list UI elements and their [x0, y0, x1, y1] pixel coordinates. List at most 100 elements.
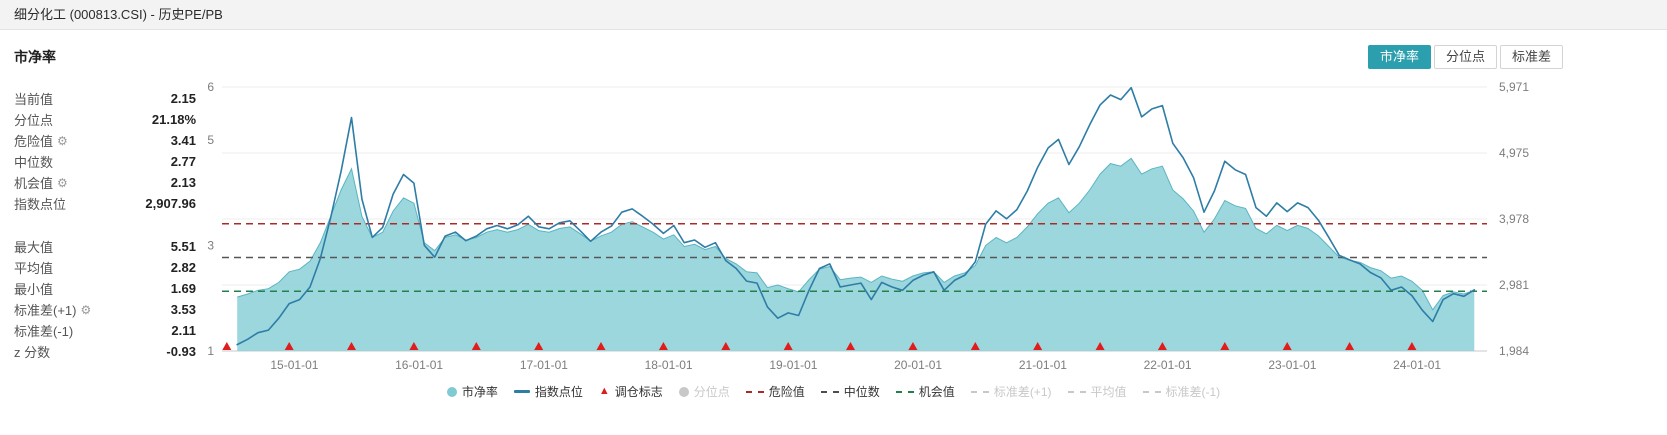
- section-title: 市净率: [14, 49, 56, 65]
- stat-row: 机会值 ⚙ 2.13: [14, 172, 196, 193]
- legend-label: 标准差(-1): [1165, 385, 1221, 399]
- stat-row: 中位数 2.77: [14, 151, 196, 172]
- rebalance-marker-icon: [1282, 342, 1292, 350]
- legend-marker-std-minus1: [1142, 390, 1161, 393]
- legend-marker-rebalance-icon: ▲: [598, 385, 610, 397]
- legend-item-rebalance[interactable]: ▲ 调仓标志: [599, 383, 663, 400]
- legend-label: 标准差(+1): [993, 385, 1052, 399]
- stat-row: 最大值 5.51: [14, 236, 196, 257]
- gear-icon[interactable]: ⚙: [57, 133, 68, 148]
- stat-row: 指数点位 2,907.96: [14, 193, 196, 214]
- legend-label: 指数点位: [534, 385, 583, 399]
- x-axis-tick: 15-01-01: [270, 358, 318, 372]
- legend-marker-std-plus1: [970, 390, 989, 393]
- legend-item-std-plus1[interactable]: 标准差(+1): [970, 383, 1052, 400]
- stat-label: 机会值: [14, 176, 54, 191]
- y-axis-tick-left: 3: [207, 238, 214, 252]
- pb-history-chart[interactable]: 6 5 3 1 5,971 4,975 3,978 2,981 1,984 15-01-01 16-…: [192, 80, 1552, 380]
- y-axis-tick-right: 5,971: [1499, 80, 1529, 94]
- x-axis-tick: 18-01-01: [645, 358, 693, 372]
- stat-label: 指数点位: [14, 197, 67, 212]
- legend-item-percentile[interactable]: 分位点: [678, 383, 730, 400]
- rebalance-marker-icon: [1220, 342, 1230, 350]
- legend-label: 机会值: [918, 385, 955, 399]
- stat-value: 2.11: [171, 323, 196, 338]
- gear-icon[interactable]: ⚙: [57, 175, 68, 190]
- stat-value: -0.93: [166, 344, 196, 359]
- rebalance-marker-icon: [534, 342, 544, 350]
- rebalance-marker-icon: [284, 342, 294, 350]
- legend-marker-opportunity: [895, 390, 914, 393]
- stat-row: 标准差(+1) ⚙ 3.53: [14, 299, 196, 320]
- legend-marker-pb: [446, 386, 457, 397]
- chart-area[interactable]: 6 5 3 1 5,971 4,975 3,978 2,981 1,984 15-01-01 16-…: [192, 80, 1552, 380]
- stat-label: 当前值: [14, 92, 54, 107]
- rebalance-marker-icon: [970, 342, 980, 350]
- legend-marker-percentile: [678, 386, 689, 397]
- stat-label: 危险值: [14, 134, 54, 149]
- rebalance-marker-icon: [1095, 342, 1105, 350]
- stat-row: 标准差(-1) 2.11: [14, 320, 196, 341]
- legend-item-pb[interactable]: 市净率: [446, 383, 498, 400]
- stats-group-secondary: 最大值 5.51 平均值 2.82 最小值 1.69 标准差(+1) ⚙ 3.53 标准差(-1)…: [14, 236, 196, 362]
- y-axis-tick-right: 4,975: [1499, 146, 1529, 160]
- y-axis-tick-left: 5: [207, 133, 214, 147]
- stat-value: 2.82: [170, 260, 196, 275]
- stat-value: 2.13: [170, 175, 196, 190]
- tab-percentile[interactable]: 分位点: [1433, 45, 1497, 69]
- y-axis-tick-right: 3,978: [1499, 212, 1529, 226]
- tab-stddev[interactable]: 标准差: [1499, 45, 1563, 69]
- y-axis-tick-left: 6: [207, 80, 214, 94]
- metric-tabs: 市净率 分位点 标准差: [1367, 45, 1563, 69]
- legend-item-mean[interactable]: 平均值: [1067, 383, 1127, 400]
- stats-group-primary: 当前值 2.15 分位点 21.18% 危险值 ⚙ 3.41 中位数 2.77 机会值 ⚙ 2.13 指…: [14, 88, 196, 214]
- rebalance-marker-icon: [783, 342, 793, 350]
- stat-label: 最小值: [14, 282, 54, 297]
- rebalance-marker-icon: [471, 342, 481, 350]
- legend-label: 调仓标志: [614, 385, 663, 399]
- legend-marker-median: [820, 390, 839, 393]
- gear-icon[interactable]: ⚙: [80, 302, 92, 317]
- x-axis-tick: 21-01-01: [1019, 358, 1067, 372]
- rebalance-marker-icon: [409, 342, 419, 350]
- rebalance-marker-icon: [347, 342, 356, 350]
- y-axis-tick-left: 1: [207, 344, 214, 358]
- legend-item-index[interactable]: 指数点位: [513, 383, 583, 400]
- page-title: 细分化工 (000813.CSI) - 历史PE/PB: [14, 7, 223, 22]
- legend-marker-danger: [745, 390, 764, 393]
- legend-item-danger[interactable]: 危险值: [745, 383, 805, 400]
- chart-legend: 市净率 指数点位 ▲ 调仓标志 分位点 危险值 中位数 机会值 标准差(+1) 平均值 标准差(-1…: [0, 383, 1667, 400]
- stats-panel: 当前值 2.15 分位点 21.18% 危险值 ⚙ 3.41 中位数 2.77 机会值 ⚙ 2.13 指…: [14, 88, 196, 362]
- stat-value: 2.15: [170, 91, 196, 106]
- stat-label: z 分数: [14, 345, 51, 360]
- stat-label: 最大值: [14, 240, 54, 255]
- stat-row: 最小值 1.69: [14, 278, 196, 299]
- rebalance-marker-icon: [222, 342, 232, 350]
- x-axis-tick: 24-01-01: [1393, 358, 1441, 372]
- legend-label: 平均值: [1090, 385, 1127, 399]
- rebalance-marker-icon: [721, 342, 731, 350]
- stat-row: 平均值 2.82: [14, 257, 196, 278]
- stat-label: 平均值: [14, 261, 54, 276]
- rebalance-marker-icon: [1345, 342, 1355, 350]
- stat-row: 分位点 21.18%: [14, 109, 196, 130]
- legend-item-opportunity[interactable]: 机会值: [895, 383, 955, 400]
- stat-label: 中位数: [14, 155, 54, 170]
- rebalance-marker-icon: [658, 342, 668, 350]
- legend-item-median[interactable]: 中位数: [820, 383, 880, 400]
- y-axis-tick-right: 1,984: [1499, 344, 1529, 358]
- stat-value: 5.51: [170, 239, 196, 254]
- rebalance-marker-icon: [1407, 342, 1417, 350]
- stat-label: 分位点: [14, 113, 54, 128]
- stat-value: 3.41: [170, 133, 196, 148]
- x-axis-tick: 20-01-01: [894, 358, 942, 372]
- legend-item-std-minus1[interactable]: 标准差(-1): [1142, 383, 1221, 400]
- stat-label: 标准差(-1): [14, 324, 74, 339]
- x-axis-tick: 22-01-01: [1144, 358, 1192, 372]
- titlebar: 细分化工 (000813.CSI) - 历史PE/PB: [0, 0, 1667, 30]
- stat-value: 2,907.96: [145, 196, 196, 211]
- tab-pb[interactable]: 市净率: [1367, 45, 1431, 69]
- x-axis-tick: 19-01-01: [769, 358, 817, 372]
- legend-label: 中位数: [843, 385, 880, 399]
